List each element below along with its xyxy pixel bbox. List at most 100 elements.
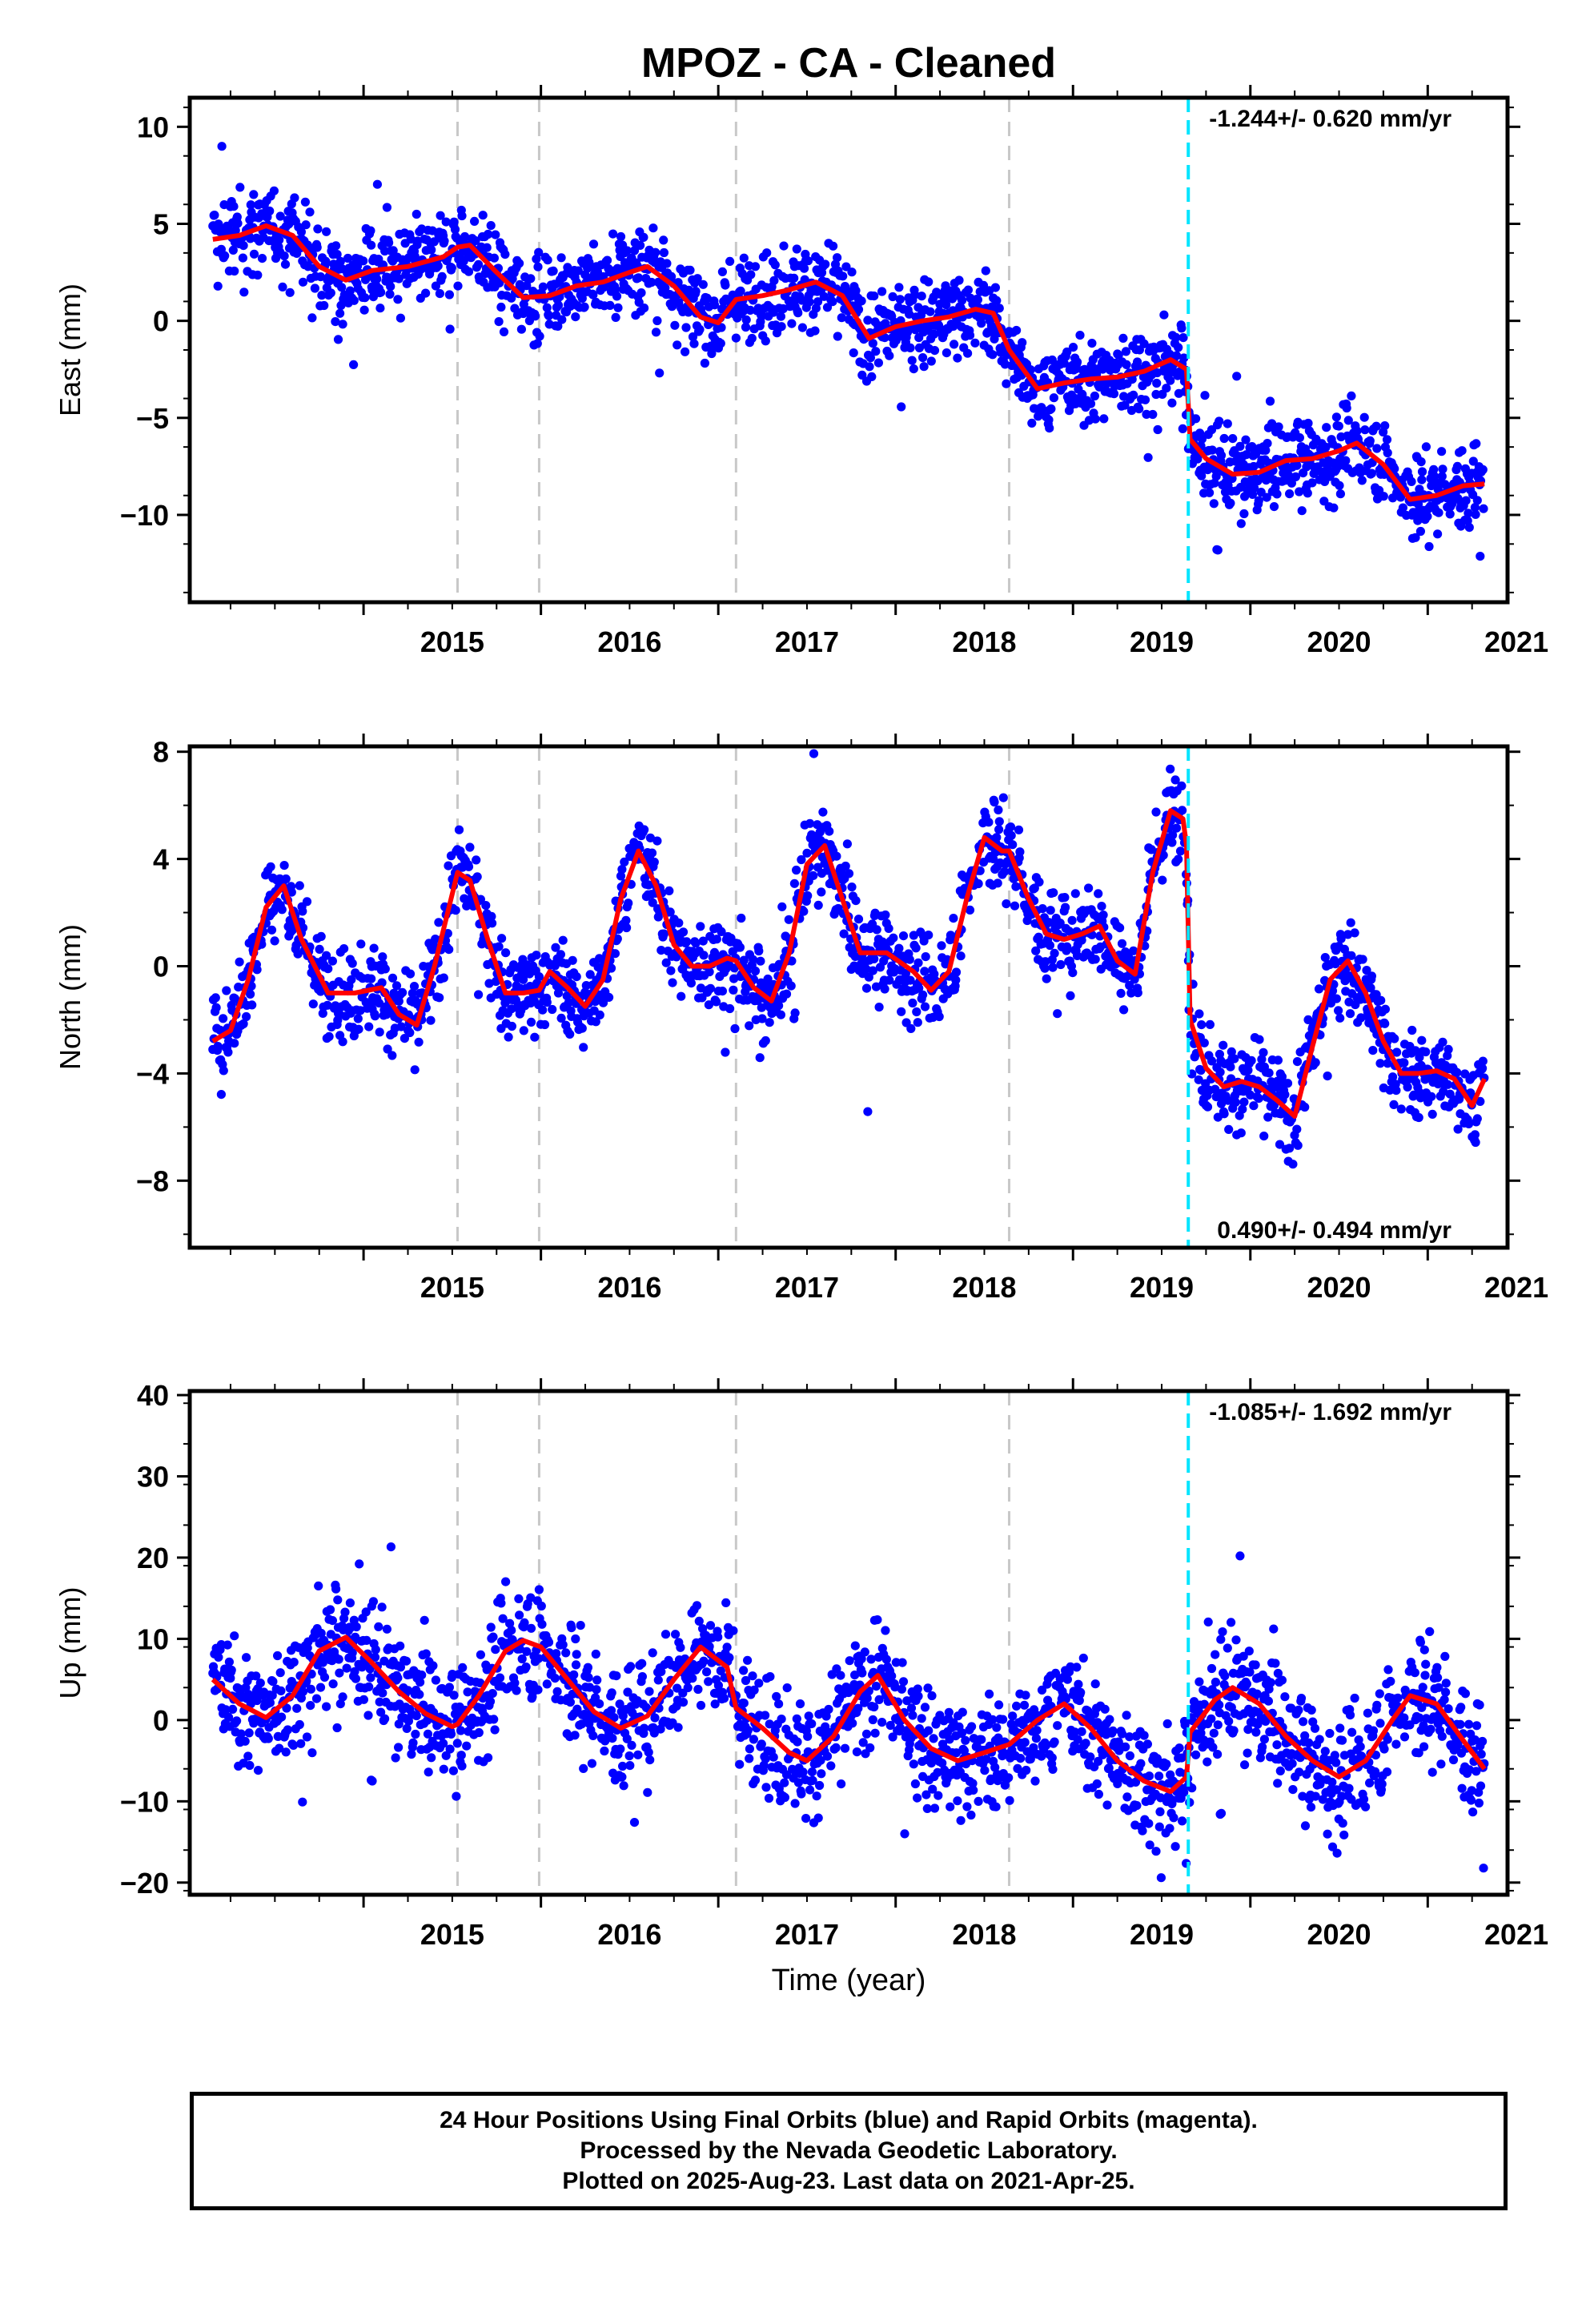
data-point (998, 793, 1008, 802)
y-tick-label: −8 (136, 1164, 169, 1197)
data-point (721, 1598, 731, 1607)
data-point (456, 1751, 466, 1760)
data-point (832, 851, 841, 861)
data-point (532, 339, 542, 348)
data-point (926, 356, 936, 366)
data-point (699, 951, 709, 960)
data-point (377, 978, 387, 987)
data-point (750, 966, 761, 976)
data-point (620, 857, 629, 866)
data-point (756, 956, 765, 966)
data-point (1197, 471, 1207, 480)
data-point (1152, 378, 1162, 388)
data-point (501, 1577, 511, 1586)
data-point (426, 1015, 436, 1025)
data-point (1194, 1075, 1203, 1084)
data-point (621, 915, 631, 925)
data-point (1246, 1090, 1255, 1100)
data-point (584, 1683, 595, 1692)
data-point (776, 312, 786, 321)
data-point (345, 286, 355, 296)
data-point (803, 1731, 813, 1741)
y-tick-label: 5 (153, 208, 169, 241)
data-point (409, 982, 420, 991)
data-point (375, 1027, 384, 1037)
data-point (644, 1687, 654, 1696)
data-point (1056, 959, 1066, 970)
data-point (725, 256, 735, 266)
data-point (877, 1718, 887, 1727)
data-point (797, 1789, 806, 1799)
data-point (391, 1753, 400, 1763)
data-point (753, 304, 763, 313)
rate-annotation: 0.490+/- 0.494 mm/yr (1217, 1217, 1452, 1244)
data-point (1109, 389, 1119, 399)
data-point (429, 237, 439, 247)
data-point (359, 305, 369, 315)
data-point (717, 927, 726, 936)
data-point (333, 335, 343, 344)
data-point (515, 259, 524, 268)
data-point (770, 260, 780, 270)
data-point (605, 300, 615, 310)
data-point (550, 961, 560, 971)
data-point (335, 1699, 345, 1709)
data-point (331, 1584, 341, 1594)
data-point (1457, 446, 1467, 456)
data-point (862, 1694, 872, 1703)
data-point (608, 1734, 617, 1743)
data-point (868, 339, 877, 348)
data-point (1207, 445, 1217, 455)
data-point (1072, 357, 1082, 367)
data-point (245, 1760, 255, 1771)
data-point (698, 936, 708, 946)
data-point (965, 905, 975, 915)
data-point (716, 339, 725, 348)
data-point (460, 231, 470, 242)
data-point (332, 250, 342, 259)
data-point (478, 211, 488, 220)
data-point (587, 1759, 597, 1768)
data-point (1159, 310, 1169, 320)
data-point (1464, 1119, 1474, 1128)
data-point (634, 297, 644, 308)
data-point (1358, 955, 1367, 964)
data-point (1452, 461, 1462, 472)
data-point (456, 1726, 466, 1735)
data-point (918, 353, 928, 363)
data-point (1197, 1020, 1207, 1030)
data-point (905, 955, 914, 964)
x-tick-label: 2018 (952, 625, 1016, 658)
data-point (239, 1019, 248, 1029)
data-point (1223, 419, 1232, 428)
data-point (361, 1607, 371, 1617)
data-point (781, 1770, 792, 1779)
data-point (616, 231, 626, 242)
data-point (385, 289, 395, 299)
data-point (252, 965, 262, 975)
data-point (836, 1671, 845, 1680)
data-point (449, 1691, 459, 1700)
data-point (1478, 1056, 1488, 1066)
data-point (900, 1829, 909, 1839)
data-point (1429, 464, 1439, 474)
data-point (465, 842, 475, 852)
plot-area (208, 1391, 1489, 1895)
x-tick-label: 2020 (1307, 1271, 1371, 1304)
data-point (897, 1684, 906, 1694)
data-point (377, 1602, 387, 1612)
data-point (920, 1002, 930, 1011)
data-point (871, 982, 881, 991)
data-point (1367, 468, 1376, 478)
data-point (1334, 1006, 1343, 1015)
data-point (570, 1731, 580, 1740)
data-point (994, 817, 1004, 826)
data-point (808, 1775, 817, 1785)
data-point (1255, 1035, 1264, 1044)
data-point (608, 229, 618, 239)
data-point (606, 1706, 616, 1715)
data-point (257, 254, 267, 263)
data-point (817, 887, 826, 897)
data-point (913, 1793, 922, 1803)
data-point (1099, 414, 1109, 424)
